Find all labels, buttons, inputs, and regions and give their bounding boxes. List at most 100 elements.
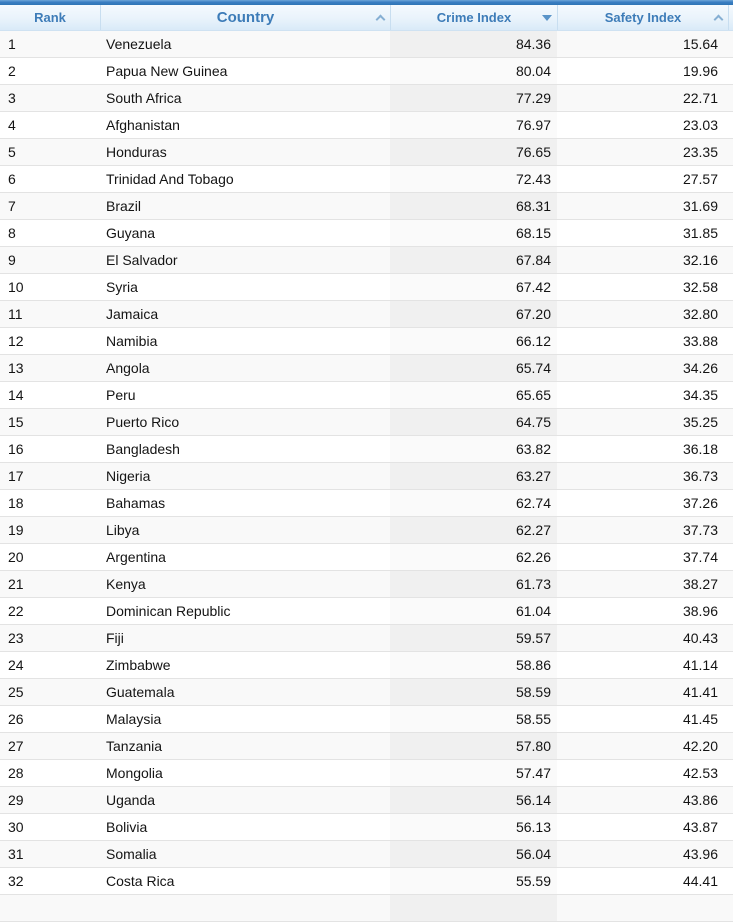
table-row: 15 Puerto Rico 64.75 35.25 <box>0 409 733 436</box>
safety-index-cell: 15.64 <box>682 36 718 52</box>
safety-index-cell: 32.58 <box>682 279 718 295</box>
rank-cell: 10 <box>8 279 24 295</box>
country-cell: Papua New Guinea <box>106 63 228 79</box>
table-row: 22 Dominican Republic 61.04 38.96 <box>0 598 733 625</box>
crime-index-cell: 62.74 <box>390 490 557 516</box>
sort-descending-icon <box>542 15 552 21</box>
country-cell: Honduras <box>106 144 167 160</box>
crime-index-cell: 56.04 <box>390 841 557 867</box>
crime-index-cell: 67.42 <box>390 274 557 300</box>
table-row: 14 Peru 65.65 34.35 <box>0 382 733 409</box>
safety-index-cell: 40.43 <box>682 630 718 646</box>
crime-index-cell: 63.82 <box>390 436 557 462</box>
safety-index-cell: 37.26 <box>682 495 718 511</box>
column-header-country[interactable]: Country <box>101 5 391 30</box>
clipped-row <box>0 895 733 922</box>
country-cell: Trinidad And Tobago <box>106 171 234 187</box>
crime-index-cell: 65.74 <box>390 355 557 381</box>
rank-cell: 5 <box>8 144 16 160</box>
crime-index-cell: 68.15 <box>390 220 557 246</box>
rank-cell: 32 <box>8 873 24 889</box>
crime-index-cell: 63.27 <box>390 463 557 489</box>
column-header-safety-index[interactable]: Safety Index <box>558 5 729 30</box>
table-row: 25 Guatemala 58.59 41.41 <box>0 679 733 706</box>
country-cell: Fiji <box>106 630 124 646</box>
rank-cell: 22 <box>8 603 24 619</box>
crime-index-cell: 80.04 <box>390 58 557 84</box>
country-cell: Argentina <box>106 549 166 565</box>
rank-cell: 13 <box>8 360 24 376</box>
rank-cell: 28 <box>8 765 24 781</box>
table-row: 17 Nigeria 63.27 36.73 <box>0 463 733 490</box>
country-cell: Dominican Republic <box>106 603 231 619</box>
rank-cell: 15 <box>8 414 24 430</box>
safety-index-cell: 41.14 <box>682 657 718 673</box>
table-row: 13 Angola 65.74 34.26 <box>0 355 733 382</box>
rank-cell: 9 <box>8 252 16 268</box>
sort-ascending-icon <box>375 14 386 25</box>
top-accent-bar <box>0 0 733 5</box>
safety-index-cell: 41.41 <box>682 684 718 700</box>
country-cell: Puerto Rico <box>106 414 180 430</box>
safety-index-cell: 37.73 <box>682 522 718 538</box>
table-row: 32 Costa Rica 55.59 44.41 <box>0 868 733 895</box>
rank-cell: 12 <box>8 333 24 349</box>
table-row: 11 Jamaica 67.20 32.80 <box>0 301 733 328</box>
table-row: 7 Brazil 68.31 31.69 <box>0 193 733 220</box>
country-cell: Namibia <box>106 333 158 349</box>
safety-index-cell: 43.96 <box>682 846 718 862</box>
rank-cell: 20 <box>8 549 24 565</box>
header-right-gutter <box>729 5 733 30</box>
safety-index-cell: 22.71 <box>682 90 718 106</box>
safety-index-cell: 19.96 <box>682 63 718 79</box>
table-row: 28 Mongolia 57.47 42.53 <box>0 760 733 787</box>
rank-cell: 3 <box>8 90 16 106</box>
table-row: 29 Uganda 56.14 43.86 <box>0 787 733 814</box>
safety-index-cell: 38.96 <box>682 603 718 619</box>
country-cell: El Salvador <box>106 252 178 268</box>
country-cell: Afghanistan <box>106 117 180 133</box>
rank-cell: 6 <box>8 171 16 187</box>
crime-index-cell: 64.75 <box>390 409 557 435</box>
sort-ascending-icon <box>713 14 724 25</box>
rank-cell: 18 <box>8 495 24 511</box>
country-cell: Brazil <box>106 198 142 214</box>
table-row: 6 Trinidad And Tobago 72.43 27.57 <box>0 166 733 193</box>
rank-cell: 26 <box>8 711 24 727</box>
country-cell: Jamaica <box>106 306 159 322</box>
safety-index-cell: 31.69 <box>682 198 718 214</box>
rank-cell: 2 <box>8 63 16 79</box>
table-row: 2 Papua New Guinea 80.04 19.96 <box>0 58 733 85</box>
table-row: 5 Honduras 76.65 23.35 <box>0 139 733 166</box>
table-header-row: Rank Country Crime Index Safety Index <box>0 5 733 31</box>
safety-index-cell: 38.27 <box>682 576 718 592</box>
column-header-rank[interactable]: Rank <box>0 5 101 30</box>
column-header-rank-label: Rank <box>34 10 66 25</box>
safety-index-cell: 37.74 <box>682 549 718 565</box>
rank-cell: 14 <box>8 387 24 403</box>
country-cell: Uganda <box>106 792 156 808</box>
column-header-crime-index[interactable]: Crime Index <box>391 5 558 30</box>
rank-cell: 31 <box>8 846 24 862</box>
table-row: 9 El Salvador 67.84 32.16 <box>0 247 733 274</box>
crime-index-cell: 65.65 <box>390 382 557 408</box>
country-cell: Tanzania <box>106 738 163 754</box>
safety-index-cell: 42.20 <box>682 738 718 754</box>
safety-index-cell <box>557 895 733 921</box>
column-header-safety-index-label: Safety Index <box>604 10 682 25</box>
safety-index-cell: 42.53 <box>682 765 718 781</box>
country-cell: Kenya <box>106 576 146 592</box>
crime-index-cell: 58.86 <box>390 652 557 678</box>
table-row: 16 Bangladesh 63.82 36.18 <box>0 436 733 463</box>
crime-index-cell: 76.97 <box>390 112 557 138</box>
rank-cell: 29 <box>8 792 24 808</box>
country-cell: Bolivia <box>106 819 148 835</box>
crime-index-cell: 67.20 <box>390 301 557 327</box>
table-row: 31 Somalia 56.04 43.96 <box>0 841 733 868</box>
crime-index-cell: 84.36 <box>390 31 557 57</box>
crime-index-cell <box>390 895 557 921</box>
rank-cell: 23 <box>8 630 24 646</box>
rank-cell: 4 <box>8 117 16 133</box>
rank-cell: 1 <box>8 36 16 52</box>
column-header-country-label: Country <box>216 9 275 26</box>
